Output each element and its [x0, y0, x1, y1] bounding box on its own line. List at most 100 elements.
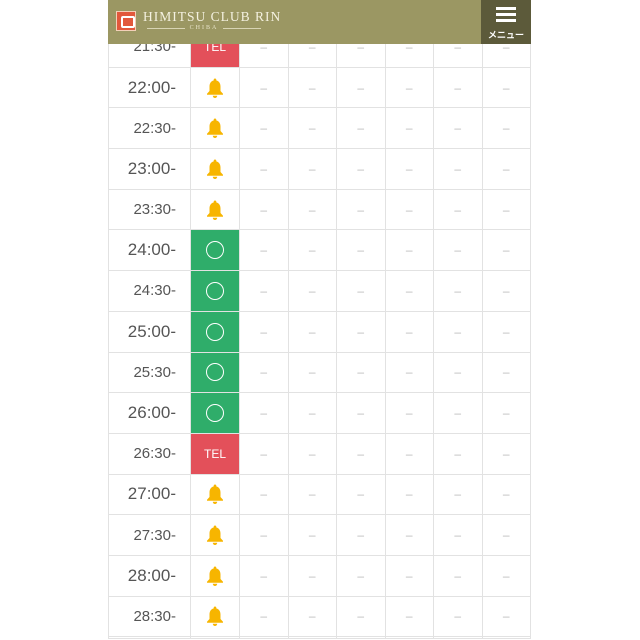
time-label: 22:30-	[108, 107, 191, 150]
empty-cell: –	[481, 636, 531, 640]
empty-cell: –	[336, 107, 386, 150]
empty-cell: –	[433, 473, 483, 516]
cell-content	[191, 637, 239, 638]
empty-cell: –	[384, 554, 434, 597]
bell-status[interactable]	[190, 148, 240, 190]
time-label: 25:00-	[108, 310, 191, 353]
empty-cell: –	[239, 554, 289, 597]
empty-cell: –	[384, 351, 434, 394]
schedule-row: 25:30- – – – – – –	[108, 351, 531, 394]
empty-cell: –	[481, 514, 531, 556]
available-status[interactable]	[190, 270, 240, 312]
empty-cell: –	[481, 432, 531, 475]
bell-icon	[205, 159, 225, 179]
time-label: 24:00-	[108, 229, 191, 272]
tel-status[interactable]: TEL	[190, 432, 240, 475]
time-label: 28:30-	[108, 595, 191, 638]
empty-cell: –	[336, 310, 386, 353]
bell-icon	[205, 606, 225, 627]
empty-cell: –	[384, 432, 434, 475]
bell-icon	[205, 200, 225, 220]
menu-button[interactable]: メニュー	[481, 0, 531, 44]
empty-cell: –	[239, 636, 289, 640]
bell-status[interactable]	[190, 473, 240, 516]
circle-icon	[206, 403, 224, 422]
available-status[interactable]	[190, 310, 240, 353]
empty-cell: –	[287, 595, 337, 638]
empty-cell: –	[481, 270, 531, 312]
empty-cell: –	[384, 66, 434, 109]
empty-cell: –	[287, 636, 337, 640]
available-status[interactable]	[190, 392, 240, 434]
logo-icon[interactable]	[116, 11, 136, 31]
hamburger-icon	[496, 7, 516, 10]
schedule-row: 23:00- – – – – – –	[108, 148, 531, 190]
available-status[interactable]	[190, 229, 240, 272]
time-label: 23:00-	[108, 148, 191, 190]
empty-cell: –	[336, 432, 386, 475]
empty-cell: –	[384, 188, 434, 231]
schedule-row: 28:00- – – – – – –	[108, 554, 531, 597]
cell-content: –	[483, 637, 531, 638]
time-label: 22:00-	[108, 66, 191, 109]
cell-content: –	[240, 637, 288, 638]
empty-cell: –	[384, 229, 434, 272]
empty-cell: –	[287, 148, 337, 190]
empty-cell: –	[239, 229, 289, 272]
empty-cell: –	[433, 636, 483, 640]
bell-status[interactable]	[190, 107, 240, 150]
empty-cell: –	[336, 473, 386, 516]
schedule-row: 27:00- – – – – – –	[108, 473, 531, 516]
schedule-table: 21:30- TEL – – – – – –22:00- – – – – – –22:30- – – – – – –2…	[108, 26, 531, 640]
empty-cell: –	[433, 148, 483, 190]
empty-cell: –	[287, 392, 337, 434]
circle-icon	[206, 241, 224, 260]
empty-cell: –	[239, 473, 289, 516]
schedule-row: 28:30- – – – – – –	[108, 595, 531, 638]
cell-content: –	[337, 637, 385, 638]
empty-cell: –	[239, 66, 289, 109]
empty-cell: –	[239, 351, 289, 394]
time-label: 24:30-	[108, 270, 191, 312]
empty-cell: –	[384, 148, 434, 190]
bell-icon	[205, 78, 225, 98]
empty-cell: –	[287, 432, 337, 475]
bell-status[interactable]	[190, 636, 240, 640]
bell-status[interactable]	[190, 595, 240, 638]
empty-cell: –	[481, 351, 531, 394]
brand-name[interactable]: HIMITSU CLUB RIN	[143, 9, 282, 24]
empty-cell: –	[336, 595, 386, 638]
empty-cell: –	[384, 473, 434, 516]
empty-cell: –	[433, 188, 483, 231]
empty-cell: –	[481, 595, 531, 638]
empty-cell: –	[336, 148, 386, 190]
circle-icon	[206, 363, 224, 382]
schedule-row: 22:00- – – – – – –	[108, 66, 531, 109]
empty-cell: –	[239, 270, 289, 312]
empty-cell: –	[239, 432, 289, 475]
bell-icon	[205, 525, 225, 546]
empty-cell: –	[239, 107, 289, 150]
time-label: 26:30-	[108, 432, 191, 475]
empty-cell: –	[239, 514, 289, 556]
time-label: 27:00-	[108, 473, 191, 516]
available-status[interactable]	[190, 351, 240, 394]
empty-cell: –	[239, 310, 289, 353]
bell-status[interactable]	[190, 66, 240, 109]
bell-status[interactable]	[190, 188, 240, 231]
circle-icon	[206, 322, 224, 341]
time-label: 23:30-	[108, 188, 191, 231]
empty-cell: –	[384, 107, 434, 150]
hamburger-icon	[496, 19, 516, 22]
empty-cell: –	[433, 107, 483, 150]
schedule-row: 24:30- – – – – – –	[108, 270, 531, 312]
empty-cell: –	[433, 66, 483, 109]
schedule-row: 22:30- – – – – – –	[108, 107, 531, 150]
empty-cell: –	[384, 270, 434, 312]
empty-cell: –	[433, 351, 483, 394]
bell-status[interactable]	[190, 514, 240, 556]
empty-cell: –	[481, 310, 531, 353]
time-label	[108, 636, 191, 640]
bell-status[interactable]	[190, 554, 240, 597]
empty-cell: –	[239, 595, 289, 638]
